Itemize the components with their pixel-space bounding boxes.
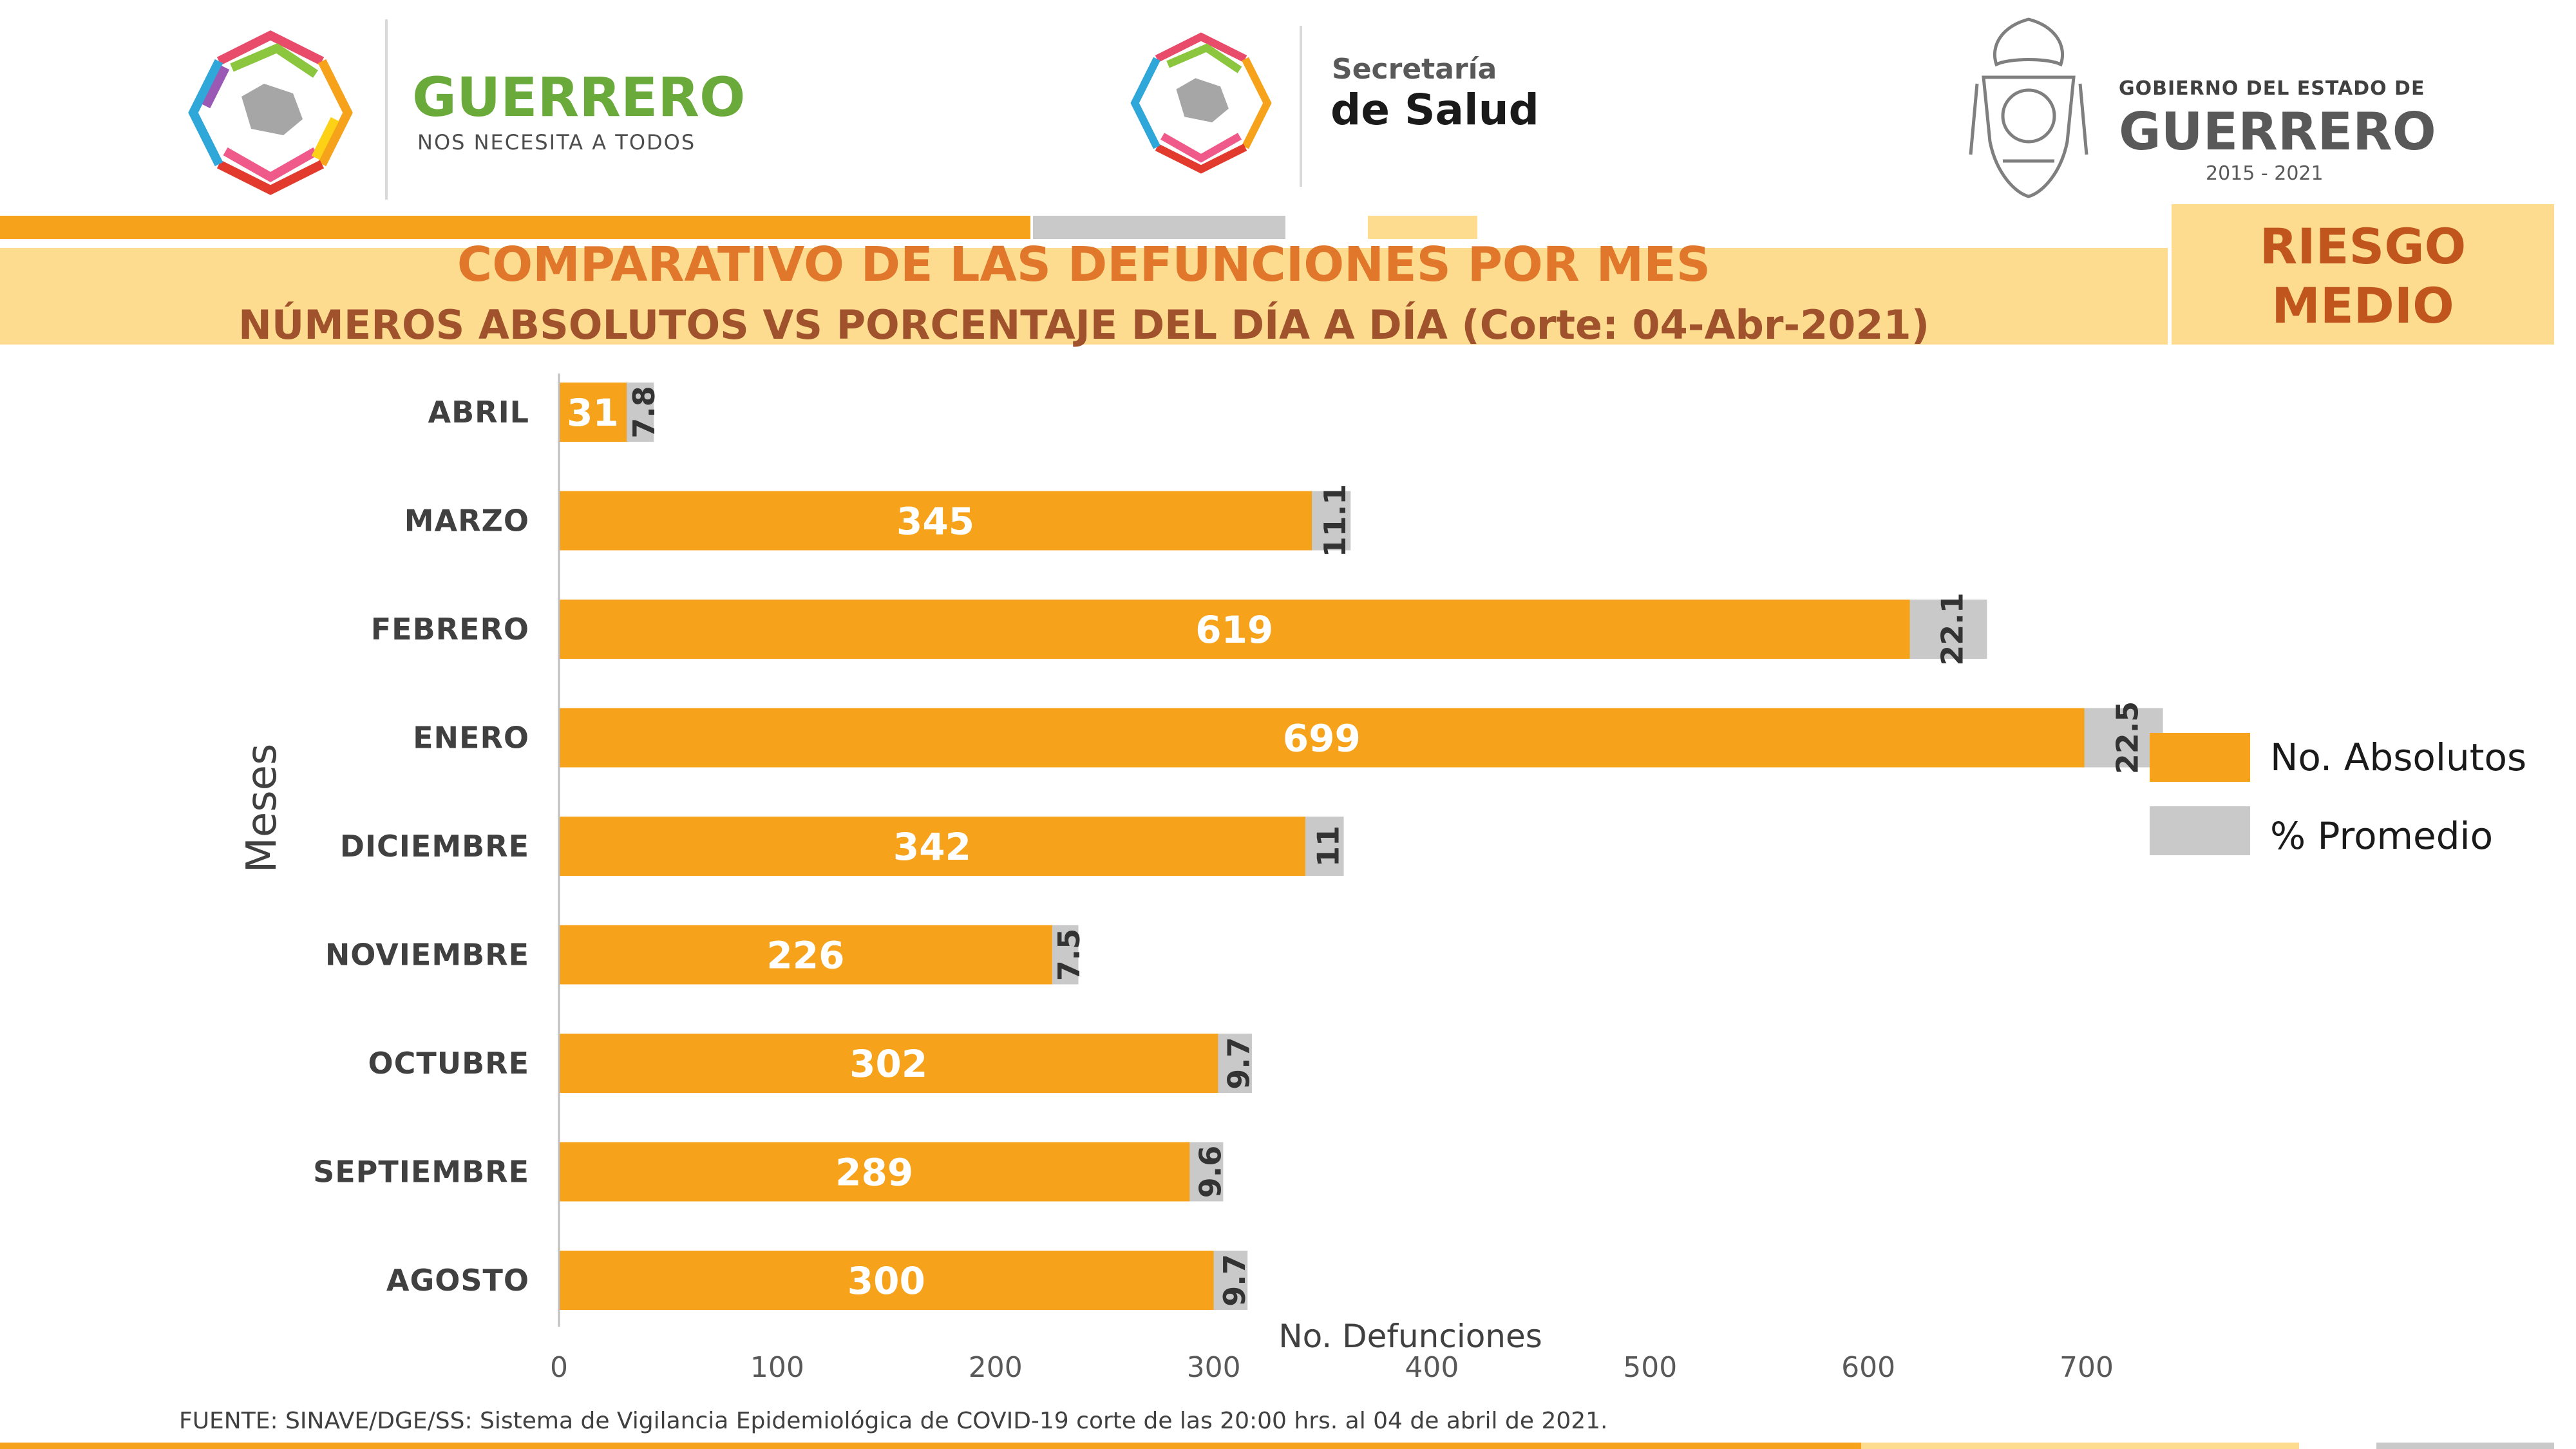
top-stripe-gray [1033,216,1285,239]
x-tick-label: 200 [969,1351,1023,1384]
logo-center-line2: de Salud [1331,85,1539,135]
risk-badge-line2: MEDIO [2271,277,2454,334]
logo-left-subtitle: NOS NECESITA A TODOS [417,130,696,155]
category-label: ENERO [413,721,529,755]
bottom-stripe-orange [0,1443,1861,1449]
value-label-absolutos: 619 [1195,608,1273,652]
value-label-absolutos: 226 [766,934,844,978]
salud-star-logo-icon [1130,32,1272,174]
value-label-absolutos: 302 [849,1042,927,1086]
logo-left-title: GUERRERO [412,66,746,129]
bar-absolutos-diciembre [559,817,1305,876]
bottom-stripe-light [1861,1443,2299,1449]
header: GUERRERO NOS NECESITA A TODOS Secretaría… [0,13,2576,206]
x-tick-label: 700 [2060,1351,2114,1384]
bar-absolutos-octubre [559,1034,1218,1093]
category-label: FEBRERO [371,612,529,647]
logo-right-line1: GOBIERNO DEL ESTADO DE [2119,77,2425,100]
legend: No. Absolutos % Promedio [2150,733,2526,858]
logo-right-years: 2015 - 2021 [2206,162,2324,185]
value-label-absolutos: 300 [848,1259,925,1303]
x-axis-label: No. Defunciones [1278,1318,1542,1355]
x-tick-label: 100 [750,1351,804,1384]
legend-label-promedio: % Promedio [2270,814,2493,858]
value-label-promedio: 22.1 [1935,592,1969,666]
category-label: SEPTIEMBRE [313,1155,529,1189]
value-label-promedio: 9.6 [1193,1146,1227,1198]
top-stripe-orange [0,216,1030,239]
value-label-promedio: 9.7 [1222,1037,1256,1090]
bar-absolutos-septiembre [559,1142,1190,1202]
top-stripe-light [1368,216,1477,239]
x-tick-label: 400 [1405,1351,1459,1384]
logo-center-line1: Secretaría [1332,53,1497,86]
bottom-stripe-gray [2376,1443,2554,1449]
bars-layer [559,383,2163,1310]
value-label-promedio: 7.5 [1052,929,1086,981]
title-band [0,248,2168,345]
chart-title: COMPARATIVO DE LAS DEFUNCIONES POR MES [457,237,1711,292]
bar-absolutos-agosto [559,1251,1214,1310]
logo-right-line2: GUERRERO [2119,102,2436,162]
category-label: OCTUBRE [368,1046,530,1081]
state-coat-of-arms-icon [1969,17,2088,198]
value-label-absolutos: 289 [835,1151,913,1195]
guerrero-star-logo-icon [188,30,353,195]
axis-layer: 0 100 200 300 400 500 600 700 [550,374,2114,1384]
bar-absolutos-noviembre [559,925,1052,985]
bar-absolutos-abril [559,383,627,442]
category-label: ABRIL [428,395,529,430]
value-label-absolutos: 342 [893,825,971,869]
category-label: NOVIEMBRE [325,938,529,972]
legend-swatch-promedio [2150,806,2250,855]
value-label-absolutos: 345 [896,500,974,544]
value-label-absolutos: 699 [1283,717,1361,761]
risk-badge-line1: RIESGO [2259,218,2467,275]
y-axis-label: Meses [238,744,286,873]
x-tick-label: 300 [1187,1351,1241,1384]
value-label-promedio: 11 [1311,826,1346,867]
value-label-promedio: 11.1 [1318,484,1352,558]
value-label-promedio: 7.8 [627,386,661,439]
bar-absolutos-marzo [559,491,1312,551]
legend-swatch-absolutos [2150,733,2250,782]
value-label-promedio: 22.5 [2110,701,2145,775]
legend-label-absolutos: No. Absolutos [2270,735,2526,779]
source-note: FUENTE: SINAVE/DGE/SS: Sistema de Vigila… [179,1408,1608,1434]
category-label: MARZO [404,504,529,538]
bar-absolutos-febrero [559,600,1910,659]
x-tick-label: 600 [1841,1351,1895,1384]
labels-layer: ABRIL 31 7.8 MARZO 345 11.1 FEBRERO 619 22.1 ENER… [313,386,2145,1307]
risk-badge: RIESGO MEDIO [2172,204,2554,345]
value-label-absolutos: 31 [567,391,619,435]
value-label-promedio: 9.7 [1217,1254,1252,1307]
x-tick-label: 0 [550,1351,568,1384]
chart-subtitle: NÚMEROS ABSOLUTOS VS PORCENTAJE DEL DÍA … [238,301,1930,348]
category-label: DICIEMBRE [340,829,529,864]
bar-absolutos-enero [559,708,2085,768]
category-label: AGOSTO [386,1263,529,1298]
x-tick-label: 500 [1623,1351,1677,1384]
